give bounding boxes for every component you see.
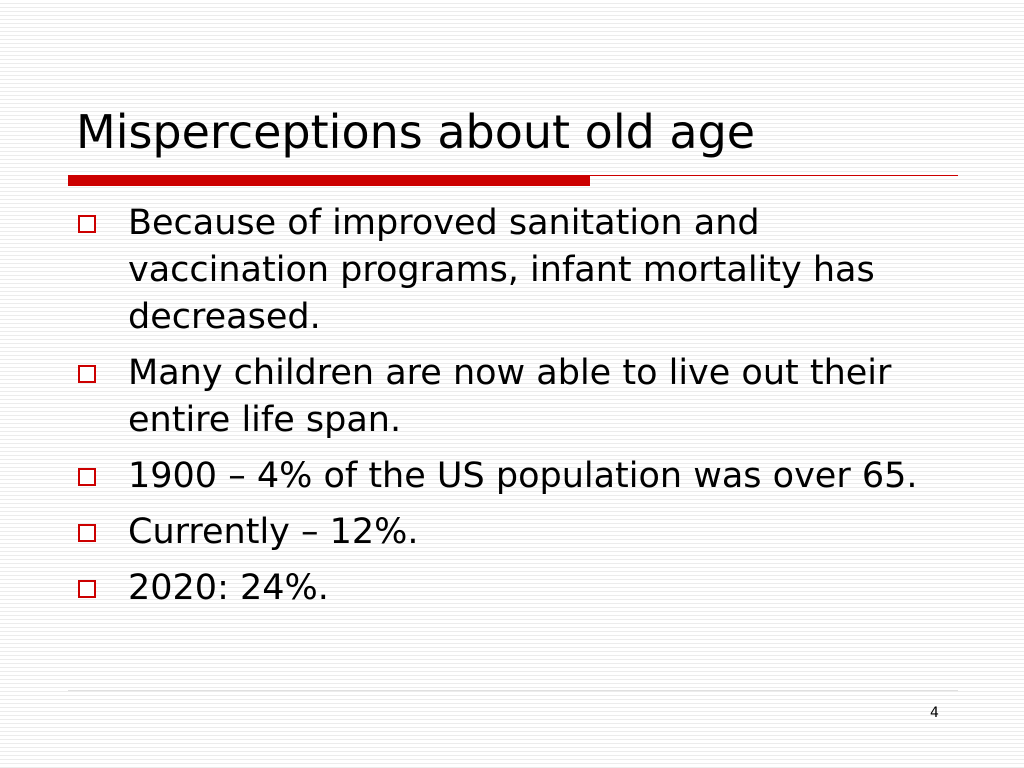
bullet-item: Currently – 12%. — [78, 509, 958, 556]
bullet-marker — [78, 468, 96, 486]
bullet-marker — [78, 215, 96, 233]
bullet-marker — [78, 524, 96, 542]
title-rule — [590, 175, 958, 176]
bullet-item: 1900 – 4% of the US population was over … — [78, 453, 958, 500]
bullet-list: Because of improved sanitation and vacci… — [78, 200, 958, 621]
page-number: 4 — [930, 705, 939, 721]
bullet-item: Many children are now able to live out t… — [78, 350, 958, 444]
bullet-marker — [78, 365, 96, 383]
bullet-text: Because of improved sanitation and vacci… — [128, 203, 875, 337]
slide-title: Misperceptions about old age — [76, 105, 756, 159]
title-bar — [68, 175, 590, 186]
bullet-item: Because of improved sanitation and vacci… — [78, 200, 958, 341]
bullet-item: 2020: 24%. — [78, 565, 958, 612]
bullet-marker — [78, 580, 96, 598]
bullet-text: 1900 – 4% of the US population was over … — [128, 456, 918, 496]
bullet-text: Many children are now able to live out t… — [128, 353, 892, 440]
footer-rule — [68, 690, 958, 691]
bullet-text: 2020: 24%. — [128, 568, 329, 608]
bullet-text: Currently – 12%. — [128, 512, 419, 552]
